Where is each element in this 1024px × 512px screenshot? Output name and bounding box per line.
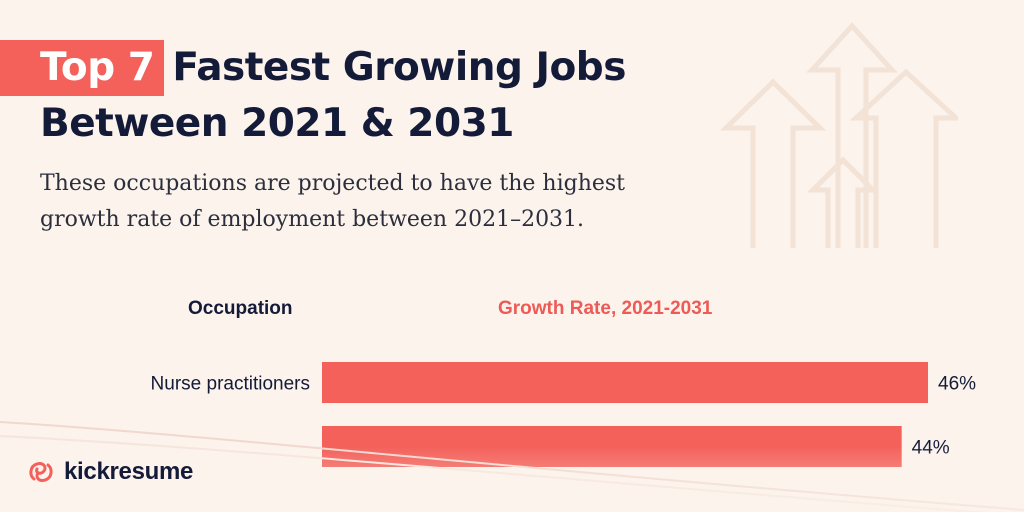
kickresume-logo: kickresume bbox=[26, 456, 193, 488]
growth-rate-column-header: Growth Rate, 2021-2031 bbox=[498, 298, 713, 319]
brand-name: kickresume bbox=[64, 458, 194, 485]
bar-2 bbox=[322, 426, 902, 467]
kickresume-logo-icon bbox=[29, 462, 53, 482]
bar-value-label-2: 44% bbox=[912, 438, 950, 459]
page-title: Top 7 Fastest Growing Jobs Between 2021 &… bbox=[0, 40, 626, 152]
title-rest: Fastest Growing Jobs bbox=[172, 45, 626, 90]
occupation-column-header: Occupation bbox=[188, 298, 293, 319]
title-line-2: Between 2021 & 2031 bbox=[40, 101, 514, 146]
category-label-1: Nurse practitioners bbox=[151, 374, 310, 395]
bar-1 bbox=[322, 362, 928, 403]
decorative-arrows-icon bbox=[719, 22, 958, 248]
bar-value-label-1: 46% bbox=[938, 374, 976, 395]
title-highlight: Top 7 bbox=[0, 40, 165, 96]
subtitle: These occupations are projected to have … bbox=[40, 171, 626, 232]
